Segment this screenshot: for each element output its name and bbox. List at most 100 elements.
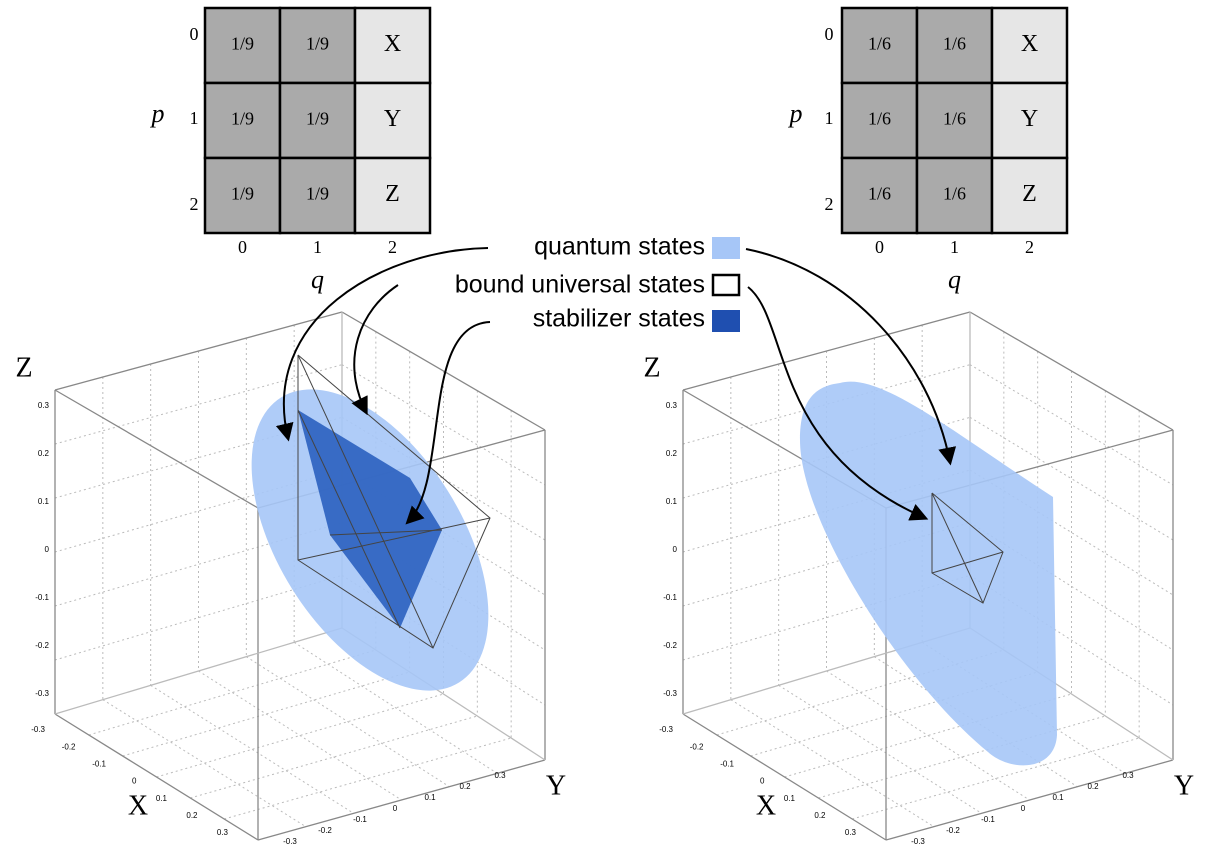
row-axis: p: [150, 99, 165, 128]
box-edge: [54, 389, 259, 509]
bound-wireframe: [297, 354, 491, 649]
box-edge: [341, 311, 546, 431]
grid-line: [293, 641, 498, 774]
axis-label-z: Z: [15, 352, 32, 383]
z-tick-label: 0.2: [38, 449, 50, 458]
grid-cell: [203, 6, 282, 85]
x-tick-label: 0: [760, 777, 765, 786]
box-edge: [54, 713, 259, 841]
axis-label-x: X: [756, 790, 776, 821]
z-tick-label: -0.3: [35, 689, 49, 698]
stabilizer-region: [298, 410, 442, 628]
swatch-stabilizer: [712, 310, 740, 332]
col-label: 0: [875, 237, 884, 257]
cell-text: 1/6: [943, 34, 966, 54]
x-tick-label: 0.2: [186, 811, 198, 820]
grid-line: [341, 364, 546, 486]
grid-cell: [990, 156, 1069, 235]
box-edge: [885, 759, 1174, 841]
col-axis: q: [948, 265, 961, 294]
x-tick-label: 0.1: [156, 794, 168, 803]
col-label: 0: [238, 237, 247, 257]
grid-cell: [915, 6, 994, 85]
y-tick-label: 0: [1021, 804, 1026, 813]
y-tick-label: 0: [393, 804, 398, 813]
grid-line: [198, 670, 402, 801]
row-label: 2: [825, 194, 834, 214]
y-tick-label: -0.1: [353, 815, 367, 824]
x-tick-label: 0.3: [845, 828, 857, 837]
cell-text: X: [384, 31, 401, 57]
cell-text: 1/6: [868, 34, 891, 54]
cell-text: 1/6: [868, 184, 891, 204]
grid-cell: [353, 81, 432, 160]
box-edge: [54, 627, 343, 715]
y-tick-label: 0.3: [494, 771, 506, 780]
x-tick-label: -0.3: [659, 725, 673, 734]
y-tick-label: 0.3: [1122, 771, 1134, 780]
y-tick-label: -0.3: [911, 837, 925, 846]
cell-text: 1/9: [306, 184, 329, 204]
cell-text: 1/6: [943, 184, 966, 204]
row-label: 1: [825, 108, 834, 128]
col-label: 1: [313, 237, 322, 257]
grid-cell: [278, 156, 357, 235]
cell-text: 1/9: [231, 109, 254, 129]
x-tick-label: 0.2: [814, 811, 826, 820]
row-label: 0: [190, 24, 199, 44]
z-tick-label: 0.3: [666, 401, 678, 410]
z-tick-label: -0.3: [663, 689, 677, 698]
swatch-bound: [711, 273, 741, 297]
x-tick-label: -0.2: [62, 742, 76, 751]
legend-label: stabilizer states: [533, 305, 705, 333]
legend-label: bound universal states: [455, 271, 705, 299]
y-tick-label: 0.2: [1087, 782, 1099, 791]
box-edge: [54, 311, 343, 391]
row-label: 1: [190, 108, 199, 128]
z-tick-label: 0.2: [666, 449, 678, 458]
row-label: 0: [825, 24, 834, 44]
col-axis: q: [311, 265, 324, 294]
z-tick-label: 0: [673, 545, 678, 554]
z-tick-label: 0.1: [38, 497, 50, 506]
z-tick-label: -0.2: [35, 641, 49, 650]
x-tick-label: -0.1: [92, 759, 106, 768]
x-tick-label: -0.1: [720, 759, 734, 768]
axis-label-z: Z: [643, 352, 660, 383]
cell-text: 1/6: [868, 109, 891, 129]
cell-text: 1/9: [306, 34, 329, 54]
z-tick-label: 0: [45, 545, 50, 554]
box-edge: [969, 311, 1174, 431]
cell-text: Z: [1022, 181, 1037, 207]
grid-cell: [990, 81, 1069, 160]
grid-cell: [278, 81, 357, 160]
y-tick-label: 0.1: [1052, 793, 1064, 802]
grid-cell: [840, 6, 919, 85]
box-edge: [257, 759, 546, 841]
col-label: 2: [388, 237, 397, 257]
row-label: 2: [190, 194, 199, 214]
z-tick-label: -0.1: [663, 593, 677, 602]
x-tick-label: 0.1: [784, 794, 796, 803]
cell-text: Y: [384, 106, 401, 132]
grid-cell: [990, 6, 1069, 85]
cell-text: 1/9: [231, 184, 254, 204]
y-tick-label: -0.1: [981, 815, 995, 824]
grid-cell: [353, 156, 432, 235]
x-tick-label: 0.3: [217, 828, 229, 837]
cell-text: X: [1021, 31, 1038, 57]
z-tick-label: -0.2: [663, 641, 677, 650]
cell-text: 1/9: [306, 109, 329, 129]
col-label: 2: [1025, 237, 1034, 257]
y-tick-label: -0.3: [283, 837, 297, 846]
cell-text: 1/6: [943, 109, 966, 129]
y-tick-label: -0.2: [318, 826, 332, 835]
grid-cell: [840, 156, 919, 235]
col-label: 1: [950, 237, 959, 257]
cell-text: Z: [385, 181, 400, 207]
x-tick-label: 0: [132, 777, 137, 786]
grid-line: [150, 684, 354, 814]
quantum-region: [800, 381, 1057, 766]
y-tick-label: -0.2: [946, 826, 960, 835]
